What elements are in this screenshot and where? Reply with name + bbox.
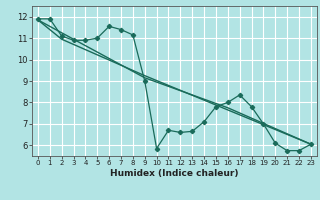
X-axis label: Humidex (Indice chaleur): Humidex (Indice chaleur) [110,169,239,178]
